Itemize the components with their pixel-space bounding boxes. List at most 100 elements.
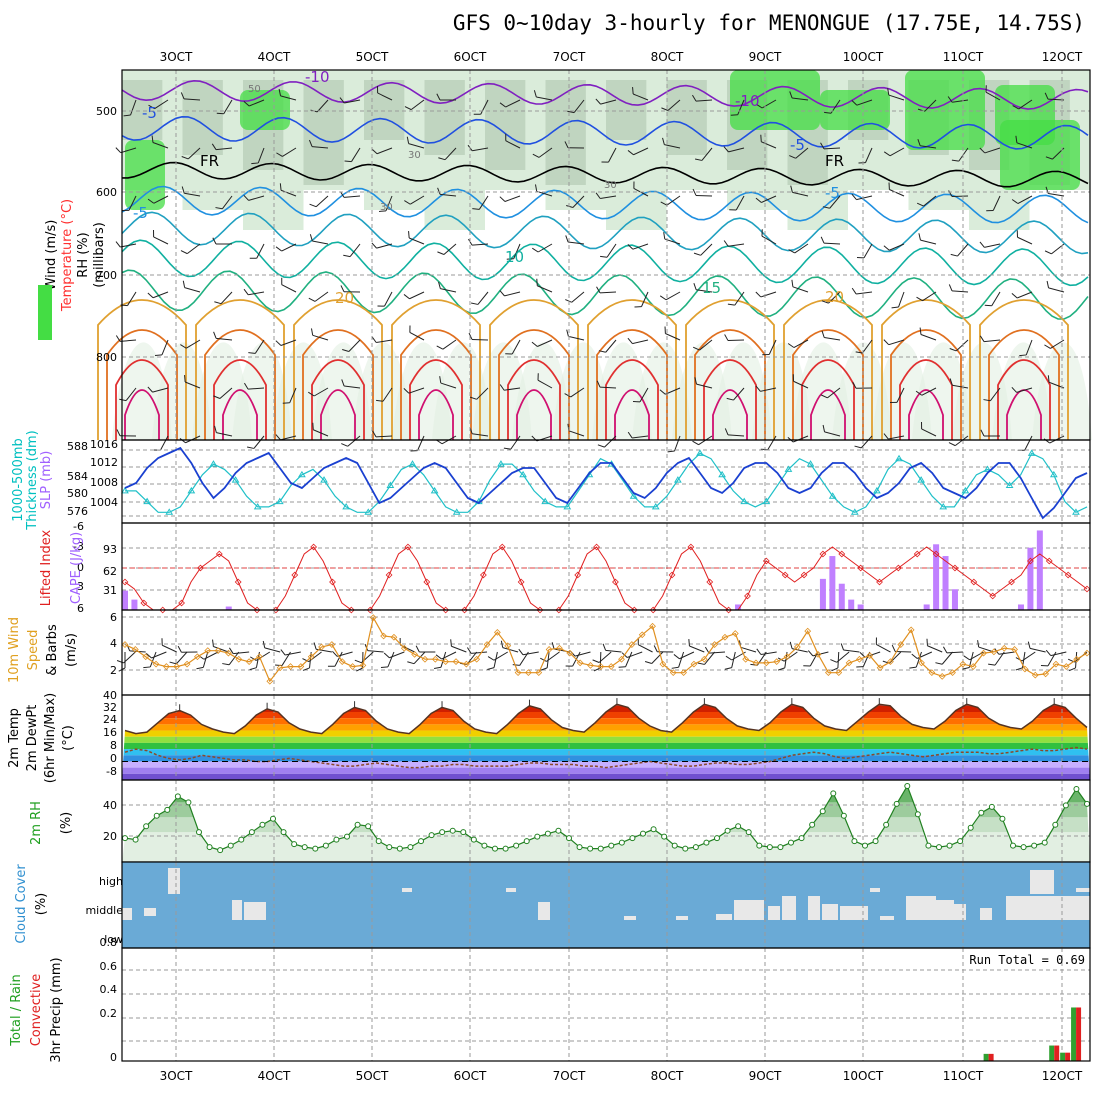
wind-barb [979,241,1001,248]
wind-barb-shaft [889,189,905,197]
rh-point [460,829,467,836]
wind-barb [404,195,425,205]
wind-barb-feather [948,190,953,197]
wind-barb-shaft [793,339,809,348]
wind-speed-point [359,661,367,669]
wind-barb-shaft [472,433,489,437]
contour-label: 30 [604,180,617,191]
wind-barb-feather [692,188,697,196]
wind-barb [755,195,777,203]
top-date-label: 10OCT [843,50,884,64]
cloud-clear-block [870,888,880,892]
wind-barb [466,647,488,654]
wind-barb-shaft [537,243,553,253]
wind-barb-shaft [792,435,809,443]
wind-barb [564,387,585,398]
wind-barb-feather [309,234,313,242]
lifted-index-point [1045,557,1053,565]
wind-barb-feather [371,148,378,155]
cape-bar [1027,547,1034,610]
wind-barb-feather [1019,354,1027,357]
lifted-index-point [555,606,563,614]
wind-barb [115,147,137,154]
wind-barb-feather [948,284,953,292]
wind-barb-shaft [679,651,695,660]
wind-barb-shaft [128,195,137,211]
cloud-clear-block [168,868,180,894]
rh-tick-label: 20 [103,830,117,843]
wind-barb [564,141,585,149]
temperature-band [122,749,1090,756]
wind-barb-shaft [599,651,602,669]
temperature-arch-contour [997,359,1051,440]
wind-speed-point [483,641,491,648]
lifted-index-point [215,550,223,558]
wind-barb [437,187,457,197]
wind-barb-feather [755,197,762,203]
wind-barb [918,233,937,245]
rh-point [587,845,594,852]
wind-barb [821,291,841,304]
wind-barb [917,138,937,149]
rh-point [544,830,551,837]
wind-barb-shaft [280,95,297,101]
rh-fill [122,786,1090,862]
bottom-date-label: 6OCT [454,1069,487,1083]
wind-barb-shaft [606,243,617,258]
wind-barb [915,387,937,396]
rh-tick-label: 40 [103,799,117,812]
upper-air-panel: -10 -10 -5 -5 -5 -5 FR FR 10 15 20 20 50 30 30 30 [97,68,1092,453]
wind-barb-shaft [605,649,622,653]
thickness-point [629,492,638,499]
wind-barb-feather [499,102,506,108]
wind-barb [281,277,297,293]
lifted-index-point [800,571,808,579]
panel-axis-label: Thickness (dm) [25,430,40,530]
wind-barb [597,435,617,448]
wind-barb-shaft [889,147,905,157]
lifted-index-point [442,606,450,614]
lifted-index-point [630,606,638,614]
wind-barb-shaft [1050,651,1067,657]
temperature-arch-contour [792,329,864,440]
rh-point [333,836,340,843]
thickness-point [961,486,970,494]
wind-barb-feather [403,387,410,394]
precip-total-bar [1060,1052,1066,1061]
wind-barb-feather [512,664,520,666]
panel-axis-label: Lifted Index [39,529,54,606]
wind-barb [598,339,617,353]
wind-barb [243,99,265,107]
contour-label: -10 [735,92,760,110]
wind-barb [950,243,969,257]
isotherm-line [121,269,1089,320]
wind-barb-shaft [727,339,745,342]
wind-barb [487,651,498,670]
temperature-arch-contour [783,299,873,440]
thickness-point [541,497,550,505]
wind-barb [567,99,585,114]
rh-point [386,844,393,851]
wind-barb [533,90,553,101]
wind-barb-feather [788,249,795,254]
wind-barb [179,435,201,444]
contour-label: 10 [505,248,524,266]
wind-barb [660,195,681,206]
wind-barb-shaft [409,332,425,341]
wind-barb-shaft [184,287,201,293]
temperature-arch-contour [712,389,748,440]
thickness-tick-label: 588 [67,440,88,453]
wind-barb-shaft [221,195,233,210]
cape-tick-label: 93 [103,543,117,556]
thickness-point [673,476,682,483]
wind-barb-feather [692,346,700,351]
wind-barb-feather [692,440,699,446]
wind-barb [726,387,745,401]
rh-point [618,839,625,846]
wind-barb [694,147,713,161]
wind-barb-shaft [733,387,745,401]
wind-barb [1012,99,1033,110]
wind-barb-feather [472,208,480,210]
wind-barb-shaft [546,651,560,662]
wind-barb-feather [340,285,345,292]
